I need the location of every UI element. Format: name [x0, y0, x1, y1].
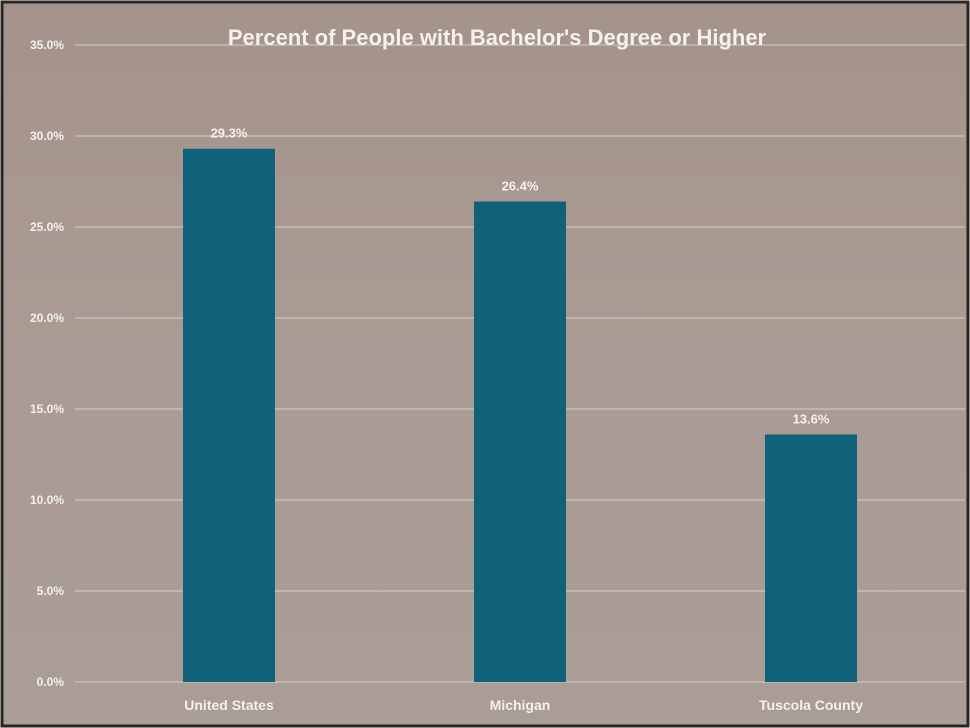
- bars: [183, 148, 857, 683]
- y-axis-ticks: 0.0% 5.0% 10.0% 15.0% 20.0% 25.0% 30.0% 35.0%: [30, 38, 64, 689]
- data-label: 13.6%: [793, 411, 830, 426]
- chart-title: Percent of People with Bachelor's Degree…: [228, 25, 767, 50]
- y-tick-label: 25.0%: [30, 220, 64, 234]
- y-tick-label: 35.0%: [30, 38, 64, 52]
- bar: [183, 148, 275, 683]
- category-label: United States: [184, 697, 274, 713]
- category-label: Michigan: [490, 697, 551, 713]
- y-tick-label: 0.0%: [37, 675, 65, 689]
- data-labels: 29.3% 26.4% 13.6%: [211, 126, 830, 427]
- data-label: 29.3%: [211, 126, 248, 141]
- y-tick-label: 20.0%: [30, 311, 64, 325]
- category-label: Tuscola County: [759, 697, 863, 713]
- bar: [474, 201, 566, 682]
- y-tick-label: 10.0%: [30, 493, 64, 507]
- data-label: 26.4%: [502, 179, 539, 194]
- x-axis-categories: United States Michigan Tuscola County: [184, 697, 863, 713]
- y-tick-label: 5.0%: [37, 584, 65, 598]
- bar: [765, 434, 857, 682]
- y-tick-label: 15.0%: [30, 402, 64, 416]
- y-tick-label: 30.0%: [30, 129, 64, 143]
